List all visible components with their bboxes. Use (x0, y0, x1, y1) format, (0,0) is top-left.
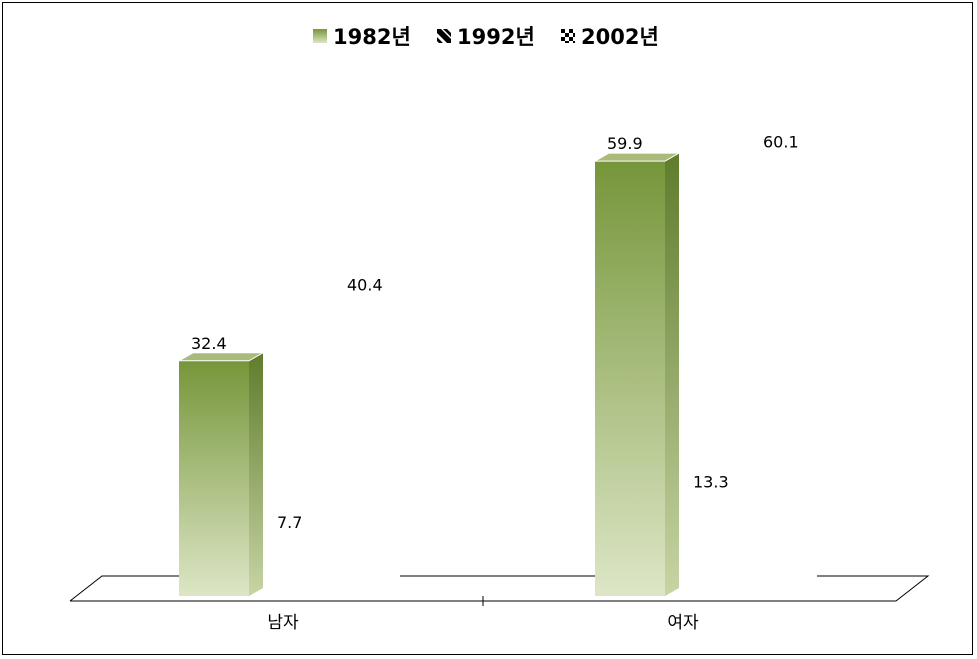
legend-item-2002: 2002년 (561, 25, 659, 49)
legend-swatch-2002 (561, 29, 575, 43)
category-labels: 남자 여자 (267, 613, 699, 633)
legend-label-1992: 1992년 (457, 25, 535, 49)
legend-item-1982: 1982년 (313, 25, 411, 49)
data-label-series2-cat0: 40.4 (347, 276, 383, 295)
legend: 1982년 1992년 2002년 (313, 25, 659, 49)
legend-swatch-1982 (313, 29, 327, 43)
category-label-cat0: 남자 (267, 613, 299, 633)
bar-chart: 1982년 1992년 2002년 (69, 25, 930, 633)
bar-series2-cat0 (319, 303, 389, 596)
category-label-cat1: 여자 (667, 613, 699, 633)
legend-item-1992: 1992년 (437, 25, 535, 49)
legend-label-2002: 2002년 (581, 25, 659, 49)
data-label-series1-cat0: 7.7 (277, 513, 302, 532)
floor-left-segment (69, 575, 179, 602)
data-label-series0-cat0: 32.4 (191, 334, 227, 353)
bar-series2-cat1 (735, 160, 805, 596)
data-label-series1-cat1: 13.3 (693, 472, 729, 491)
bars-layer (177, 152, 805, 596)
bar-series0-cat1 (593, 152, 681, 596)
bar-series0-cat0 (177, 352, 265, 596)
legend-label-1982: 1982년 (333, 25, 411, 49)
legend-swatch-1992 (437, 29, 451, 43)
data-label-series0-cat1: 59.9 (607, 134, 643, 153)
labels-layer: 32.4 7.7 40.4 59.9 13.3 60.1 (191, 133, 799, 532)
data-label-series2-cat1: 60.1 (763, 133, 799, 152)
chart-floor (69, 575, 930, 606)
